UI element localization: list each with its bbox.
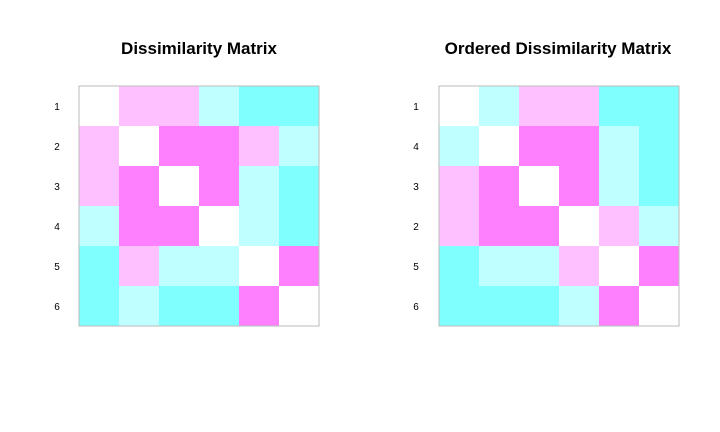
heatmap-cell xyxy=(159,126,199,166)
heatmap-cell xyxy=(439,86,479,126)
heatmap-cells xyxy=(79,86,319,326)
heatmap-cell xyxy=(79,286,119,326)
heatmap-cell xyxy=(159,166,199,206)
heatmap-cell xyxy=(599,206,639,246)
heatmap-cells xyxy=(439,86,679,326)
row-label: 6 xyxy=(413,302,419,313)
heatmap-cell xyxy=(279,86,319,126)
row-labels: 1 4 3 2 5 6 xyxy=(413,102,419,313)
heatmap-cell xyxy=(479,206,519,246)
row-label: 4 xyxy=(413,142,419,153)
heatmap-cell xyxy=(239,86,279,126)
row-labels: 1 2 3 4 5 6 xyxy=(54,102,60,313)
heatmap-cell xyxy=(519,246,559,286)
heatmap-cell xyxy=(599,246,639,286)
heatmap-cell xyxy=(239,246,279,286)
heatmap-cell xyxy=(519,86,559,126)
row-label: 4 xyxy=(54,222,60,233)
dissimilarity-matrix-panel: Dissimilarity Matrix 1 2 3 4 5 6 xyxy=(54,39,320,327)
heatmap-cell xyxy=(159,286,199,326)
heatmap-cell xyxy=(279,246,319,286)
heatmap-cell xyxy=(79,206,119,246)
plot-frame xyxy=(78,85,320,327)
row-label: 2 xyxy=(54,142,60,153)
heatmap-cell xyxy=(519,166,559,206)
heatmap-cell xyxy=(239,206,279,246)
heatmap-cell xyxy=(479,86,519,126)
heatmap-cell xyxy=(599,126,639,166)
heatmap-cell xyxy=(439,286,479,326)
heatmap-cell xyxy=(639,206,679,246)
heatmap-cell xyxy=(439,166,479,206)
heatmap-cell xyxy=(479,166,519,206)
heatmap-cell xyxy=(239,166,279,206)
heatmap-cell xyxy=(559,286,599,326)
plot-frame xyxy=(438,85,680,327)
heatmap-cell xyxy=(79,86,119,126)
heatmap-cell xyxy=(279,206,319,246)
heatmap-cell xyxy=(279,166,319,206)
heatmap-cell xyxy=(639,286,679,326)
heatmap-cell xyxy=(239,286,279,326)
row-label: 3 xyxy=(413,182,419,193)
row-label: 2 xyxy=(413,222,419,233)
heatmap-cell xyxy=(119,166,159,206)
heatmap-cell xyxy=(639,126,679,166)
heatmap-cell xyxy=(199,126,239,166)
heatmap-cell xyxy=(559,166,599,206)
heatmap-cell xyxy=(199,206,239,246)
heatmap-cell xyxy=(599,286,639,326)
heatmap-cell xyxy=(79,166,119,206)
heatmap-cell xyxy=(199,86,239,126)
row-label: 6 xyxy=(54,302,60,313)
heatmap-cell xyxy=(119,86,159,126)
chart-title: Dissimilarity Matrix xyxy=(121,39,277,58)
heatmap-cell xyxy=(599,86,639,126)
heatmap-cell xyxy=(519,206,559,246)
heatmap-cell xyxy=(479,126,519,166)
heatmap-cell xyxy=(559,126,599,166)
heatmap-cell xyxy=(159,86,199,126)
heatmap-cell xyxy=(599,166,639,206)
heatmap-cell xyxy=(639,166,679,206)
heatmap-cell xyxy=(119,246,159,286)
row-label: 1 xyxy=(413,102,419,113)
row-label: 1 xyxy=(54,102,60,113)
heatmap-cell xyxy=(439,206,479,246)
heatmap-cell xyxy=(119,126,159,166)
heatmap-cell xyxy=(559,86,599,126)
heatmap-cell xyxy=(199,166,239,206)
heatmap-cell xyxy=(239,126,279,166)
heatmap-cell xyxy=(479,246,519,286)
heatmap-cell xyxy=(559,206,599,246)
heatmap-cell xyxy=(479,286,519,326)
heatmap-cell xyxy=(119,206,159,246)
ordered-dissimilarity-matrix-panel: Ordered Dissimilarity Matrix 1 4 3 2 5 6 xyxy=(413,39,680,327)
heatmap-cell xyxy=(439,246,479,286)
heatmap-cell xyxy=(79,246,119,286)
heatmap-cell xyxy=(519,126,559,166)
heatmap-cell xyxy=(159,206,199,246)
heatmap-cell xyxy=(279,126,319,166)
heatmap-cell xyxy=(159,246,199,286)
heatmap-cell xyxy=(519,286,559,326)
heatmap-cell xyxy=(439,126,479,166)
heatmap-cell xyxy=(199,286,239,326)
heatmap-cell xyxy=(279,286,319,326)
heatmap-cell xyxy=(199,246,239,286)
heatmap-cell xyxy=(559,246,599,286)
heatmap-cell xyxy=(639,246,679,286)
heatmap-cell xyxy=(119,286,159,326)
row-label: 3 xyxy=(54,182,60,193)
heatmap-cell xyxy=(639,86,679,126)
chart-title: Ordered Dissimilarity Matrix xyxy=(445,39,672,58)
row-label: 5 xyxy=(54,262,60,273)
row-label: 5 xyxy=(413,262,419,273)
heatmap-cell xyxy=(79,126,119,166)
